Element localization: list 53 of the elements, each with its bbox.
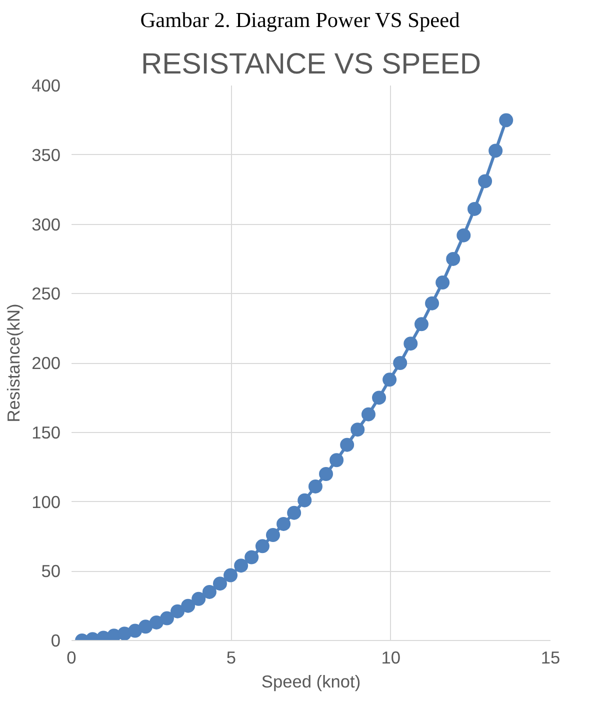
- point: [224, 568, 238, 583]
- point: [499, 114, 514, 128]
- y-tick-label: 150: [32, 422, 61, 443]
- y-tick-label: 250: [32, 284, 61, 304]
- point: [340, 438, 354, 452]
- point: [266, 528, 280, 543]
- point: [456, 228, 471, 243]
- point: [170, 604, 185, 619]
- point: [212, 577, 227, 592]
- y-tick-label: 50: [41, 562, 61, 582]
- point: [361, 408, 376, 422]
- point: [436, 276, 450, 290]
- y-tick-label: 350: [32, 145, 61, 166]
- point: [488, 144, 503, 158]
- point: [160, 612, 174, 626]
- y-tick-label: 400: [32, 76, 61, 96]
- point: [298, 494, 312, 508]
- point: [128, 624, 142, 638]
- chart-title: RESISTANCE VS SPEED: [140, 48, 482, 81]
- x-tick-label: 5: [226, 648, 236, 668]
- point: [330, 454, 344, 468]
- x-tick-label: 0: [66, 648, 76, 668]
- point: [319, 467, 334, 482]
- point: [372, 391, 386, 406]
- point: [468, 202, 482, 216]
- y-tick-label: 100: [32, 492, 61, 512]
- x-tick-label: 10: [381, 648, 400, 668]
- point: [287, 506, 302, 520]
- point: [393, 356, 408, 370]
- x-tick-label: 15: [540, 648, 560, 668]
- point: [414, 318, 428, 332]
- point: [181, 599, 196, 614]
- point: [255, 540, 270, 554]
- point: [382, 373, 397, 388]
- point: [192, 592, 206, 606]
- y-tick-label: 0: [50, 630, 61, 651]
- point: [244, 550, 259, 565]
- text: Gambar 2. Diagram Power VS Speed: [140, 7, 460, 34]
- x-axis-title: Speed (knot): [261, 672, 361, 692]
- y-tick-label: 200: [32, 353, 61, 374]
- point: [234, 559, 248, 574]
- point: [478, 174, 492, 189]
- point: [149, 616, 164, 630]
- point: [425, 296, 440, 311]
- point: [308, 480, 322, 494]
- point: [446, 252, 460, 266]
- point: [404, 337, 418, 352]
- y-axis-title: Resistance(kN): [4, 304, 24, 423]
- point: [276, 517, 291, 532]
- point: [138, 620, 153, 634]
- point: [350, 423, 365, 438]
- y-tick-label: 300: [32, 214, 61, 235]
- point: [202, 585, 216, 600]
